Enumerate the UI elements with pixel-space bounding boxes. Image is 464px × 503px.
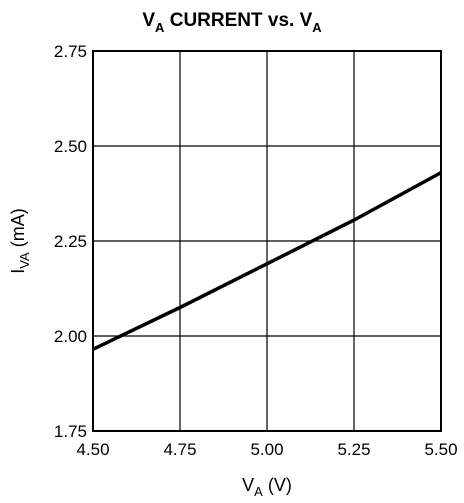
chart-title-subscript-2: A	[312, 20, 322, 35]
chart-title: VA CURRENT vs. VA	[142, 10, 322, 35]
series-layer	[92, 171, 442, 351]
x-axis-label-unit: (V)	[263, 475, 292, 495]
y-tick-label: 2.00	[54, 327, 87, 346]
plot-frame	[92, 50, 442, 432]
chart-title-rest: CURRENT vs. V	[164, 10, 312, 31]
x-tick-label: 4.75	[163, 440, 196, 459]
y-tick-label: 2.75	[54, 42, 87, 61]
chart-title-v: V	[142, 10, 155, 31]
tick-labels: 4.50 4.75 5.00 5.25 5.50 1.75 2.00 2.25 2.50 2.75	[54, 42, 458, 459]
y-axis-label-subscript: VA	[17, 252, 32, 269]
x-tick-label: 5.50	[424, 440, 457, 459]
chart-title-subscript: A	[155, 20, 165, 35]
y-axis-label-unit: (mA)	[8, 208, 28, 252]
x-axis-label: VA (V)	[242, 475, 292, 499]
y-axis-label-main: I	[8, 269, 28, 274]
x-axis-label-subscript: A	[254, 484, 263, 499]
y-tick-label: 2.50	[54, 137, 87, 156]
x-axis-label-main: V	[242, 475, 254, 495]
x-tick-label: 5.00	[250, 440, 283, 459]
series-line	[92, 171, 442, 351]
grid-lines	[93, 51, 441, 431]
y-tick-label: 2.25	[54, 232, 87, 251]
y-axis-label: IVA (mA)	[8, 208, 32, 273]
y-tick-label: 1.75	[54, 422, 87, 441]
x-tick-label: 5.25	[337, 440, 370, 459]
x-tick-label: 4.50	[76, 440, 109, 459]
